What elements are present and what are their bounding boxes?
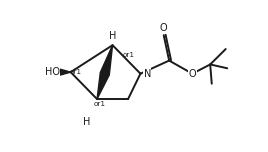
- Polygon shape: [58, 69, 71, 76]
- Text: or1: or1: [123, 52, 135, 58]
- Text: H: H: [83, 117, 90, 127]
- Polygon shape: [97, 72, 109, 99]
- Polygon shape: [100, 45, 113, 75]
- Text: H: H: [109, 31, 116, 41]
- Text: O: O: [160, 23, 168, 33]
- Text: N: N: [144, 69, 151, 79]
- Text: O: O: [189, 69, 196, 79]
- Text: HO: HO: [45, 67, 60, 77]
- Text: or1: or1: [70, 69, 81, 75]
- Text: or1: or1: [94, 101, 106, 107]
